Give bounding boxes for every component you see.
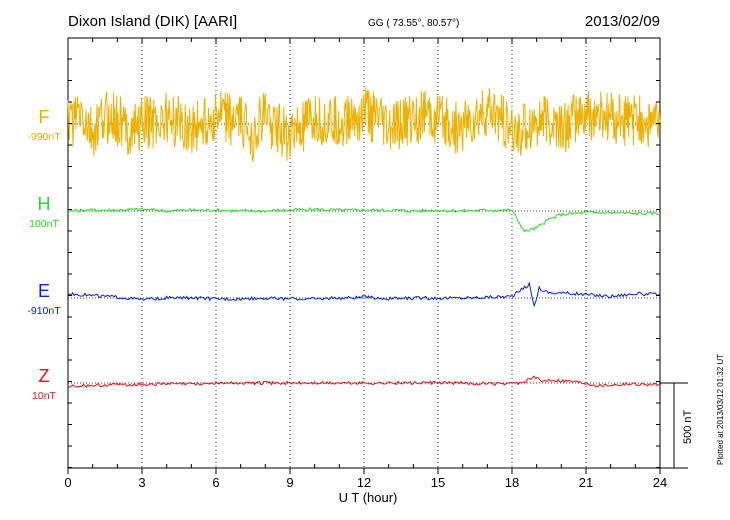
coordinates-label: GG ( 73.55°, 80.57°) [368,18,459,29]
x-ticks: 0 3 6 9 12 15 18 21 24 [64,38,667,490]
date-label: 2013/02/09 [585,13,660,30]
x-tick-label-21: 21 [579,475,593,490]
series-line-H [67,207,661,233]
series-line-Z [67,375,661,388]
series-line-E [67,281,661,308]
series-line-F [67,87,661,163]
scale-bar: 500 nT [660,382,694,469]
component-labels: F -990nT H 100nT E -910nT Z 10nT [27,107,61,402]
component-label-Z: Z [39,366,50,386]
baseline-value-H: 100nT [29,218,59,230]
plotted-at-note: Plotted at 2013/03/12 01:32 UT [716,354,725,465]
x-tick-label-15: 15 [431,475,445,490]
component-label-F: F [39,107,50,127]
scale-bar-label: 500 nT [682,409,694,444]
baseline-value-Z: 10nT [32,390,57,402]
series-lines [67,87,661,388]
x-tick-label-3: 3 [138,475,145,490]
baseline-value-F: -990nT [27,131,61,143]
x-tick-label-12: 12 [357,475,371,490]
station-title: Dixon Island (DIK) [AARI] [68,13,237,30]
x-tick-label-0: 0 [64,475,71,490]
component-label-H: H [38,194,51,214]
baseline-value-E: -910nT [27,305,61,317]
x-axis-label: U T (hour) [339,490,398,505]
component-label-E: E [38,281,50,301]
x-tick-label-6: 6 [212,475,219,490]
x-tick-label-18: 18 [505,475,519,490]
x-tick-label-9: 9 [286,475,293,490]
x-tick-label-24: 24 [653,475,667,490]
